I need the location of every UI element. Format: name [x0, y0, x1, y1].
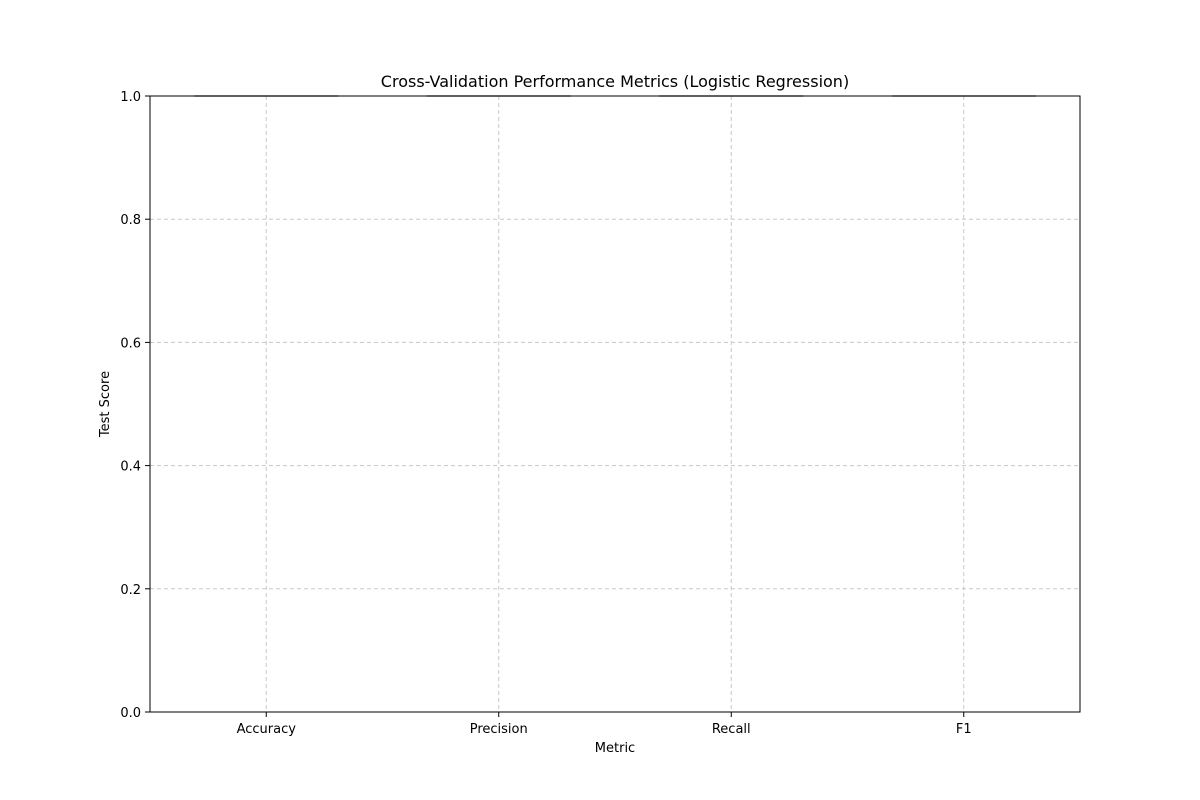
plot-area-frame — [149, 95, 1081, 713]
y-tick-label: 0.2 — [120, 583, 141, 598]
grid-lines — [150, 95, 1080, 713]
y-tick-label: 0.4 — [120, 460, 141, 475]
y-tick-label: 0.8 — [120, 213, 141, 228]
x-tick-label: Recall — [712, 722, 751, 737]
y-tick-label: 0.6 — [120, 336, 141, 351]
chart-title: Cross-Validation Performance Metrics (Lo… — [381, 72, 849, 91]
y-axis-label: Test Score — [98, 371, 113, 438]
x-axis-label: Metric — [595, 741, 635, 756]
y-tick-label: 1.0 — [120, 90, 141, 105]
y-tick-label: 0.0 — [120, 706, 141, 721]
x-tick-label: Precision — [470, 722, 528, 737]
x-tick-label: F1 — [956, 722, 972, 737]
x-tick-label: Accuracy — [237, 722, 297, 737]
axis-ticks: 0.0 0.2 0.4 0.6 0.8 1.0 Accuracy Precision Recal… — [120, 90, 971, 737]
